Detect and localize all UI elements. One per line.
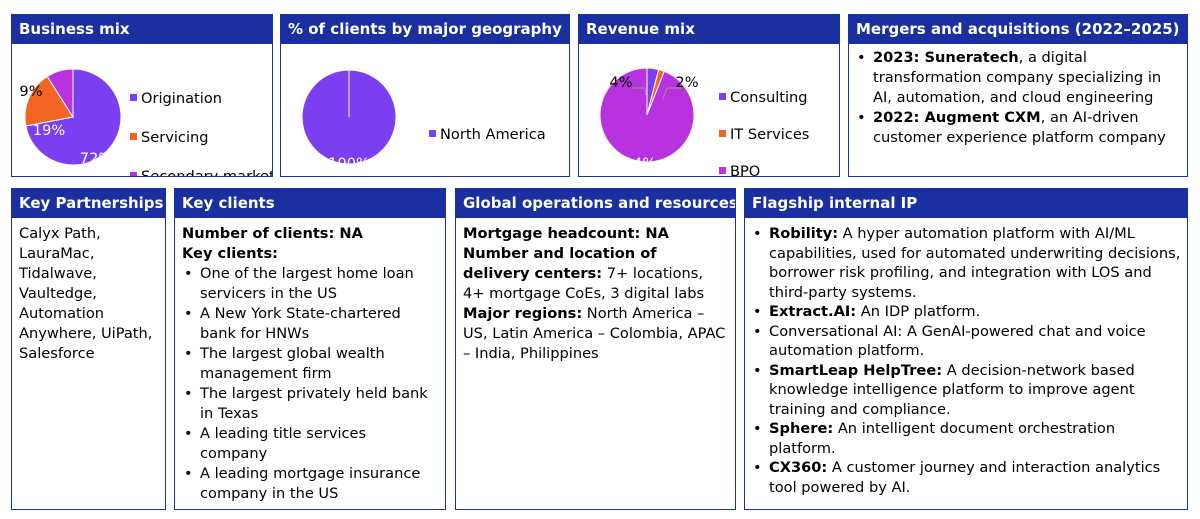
pie-slice-secondary-market xyxy=(46,68,74,119)
legend-item: IT Services xyxy=(719,126,809,143)
legend-swatch xyxy=(719,166,726,174)
panel-title: % of clients by major geography xyxy=(281,15,569,44)
panel-title: Flagship internal IP xyxy=(745,189,1187,218)
legend-label: BPO xyxy=(730,163,761,177)
legend-item: BPO xyxy=(719,163,761,177)
leader-line xyxy=(633,87,647,96)
legend-swatch xyxy=(429,129,436,137)
legend-item: Servicing xyxy=(130,129,209,146)
panel-title: Key clients xyxy=(175,189,445,218)
panel-title: Global operations and resources xyxy=(456,189,735,218)
list-item: Robility: A hyper automation platform wi… xyxy=(751,224,1181,302)
partnerships-text: Calyx Path, LauraMac, Tidalwave, Vaulted… xyxy=(19,225,153,362)
list-item: One of the largest home loan servicers i… xyxy=(182,264,438,304)
list-item: Conversational AI: A GenAI-powered chat … xyxy=(751,322,1181,361)
geography-panel: % of clients by major geography 100% Nort… xyxy=(280,14,570,177)
pie-chart: 72% 19% 9% xyxy=(19,68,122,167)
data-label: 2% xyxy=(675,74,698,91)
legend-item: Origination xyxy=(130,90,222,107)
data-label: 4% xyxy=(609,74,632,91)
list-item: CX360: A customer journey and interactio… xyxy=(751,458,1181,497)
legend-item: Secondary market xyxy=(130,168,273,177)
data-label: 9% xyxy=(19,83,42,100)
pie-slice-servicing xyxy=(24,75,74,127)
pie-slice-bpo xyxy=(599,67,695,163)
delivery-centers: Number and location of delivery centers:… xyxy=(463,245,705,302)
legend-swatch xyxy=(719,92,726,100)
list-item: A leading mortgage insurance company in … xyxy=(182,464,438,504)
legend-swatch xyxy=(130,171,137,176)
legend-label: Origination xyxy=(141,90,223,107)
legend-swatch xyxy=(130,93,137,101)
partnerships-panel: Key Partnerships Calyx Path, LauraMac, T… xyxy=(11,188,166,510)
flagship-ip-panel: Flagship internal IP Robility: A hyper a… xyxy=(744,188,1188,510)
list-item: The largest global wealth management fir… xyxy=(182,344,438,384)
legend-label: Servicing xyxy=(141,129,209,146)
panel-title: Revenue mix xyxy=(579,15,839,44)
ip-list: Robility: A hyper automation platform wi… xyxy=(751,224,1181,497)
panel-title: Business mix xyxy=(12,15,272,44)
operations-panel: Global operations and resources Mortgage… xyxy=(455,188,736,510)
business-mix-panel: Business mix 72% 19% 9% Origination Servicin… xyxy=(11,14,273,177)
ma-list: 2023: Suneratech, a digital transformati… xyxy=(855,48,1181,148)
list-item: Sphere: An intelligent document orchestr… xyxy=(751,419,1181,458)
data-label: 19% xyxy=(33,122,66,139)
panel-title: Mergers and acquisitions (2022–2025) xyxy=(849,15,1187,44)
pie-chart: 100% xyxy=(301,69,397,172)
headcount: Mortgage headcount: NA xyxy=(463,225,669,242)
legend-item: Consulting xyxy=(719,89,808,106)
business-mix-chart: 72% 19% 9% Origination Servicing Secondary ma… xyxy=(12,44,272,176)
panel-title: Key Partnerships xyxy=(12,189,165,218)
legend-item: North America xyxy=(429,126,546,143)
legend-label: IT Services xyxy=(730,126,810,143)
major-regions: Major regions: North America – US, Latin… xyxy=(463,305,726,362)
revenue-mix-chart: 4% 2% 94% Consulting IT Services BPO xyxy=(579,44,839,176)
list-item: The largest privately held bank in Texas xyxy=(182,384,438,424)
list-item: A leading title services company xyxy=(182,424,438,464)
list-item: 2022: Augment CXM, an AI-driven customer… xyxy=(855,108,1181,148)
legend-label: Consulting xyxy=(730,89,808,106)
pie-chart: 4% 2% 94% xyxy=(599,67,699,172)
list-item: Extract.AI: An IDP platform. xyxy=(751,302,1181,322)
ma-panel: Mergers and acquisitions (2022–2025) 202… xyxy=(848,14,1188,177)
list-item: 2023: Suneratech, a digital transformati… xyxy=(855,48,1181,108)
key-clients-subhead: Key clients: xyxy=(182,245,278,262)
data-label: 72% xyxy=(80,150,113,167)
data-label: 94% xyxy=(624,155,657,172)
client-count: Number of clients: NA xyxy=(182,225,363,242)
revenue-mix-panel: Revenue mix 4% 2% 94% Consulting IT Services… xyxy=(578,14,840,177)
legend-label: Secondary market xyxy=(141,168,273,177)
geography-chart: 100% North America xyxy=(281,44,569,176)
legend-label: North America xyxy=(440,126,546,143)
clients-list: One of the largest home loan servicers i… xyxy=(182,264,438,504)
list-item: A New York State-chartered bank for HNWs xyxy=(182,304,438,344)
key-clients-panel: Key clients Number of clients: NA Key cl… xyxy=(174,188,446,510)
data-label: 100% xyxy=(328,155,370,172)
legend-swatch xyxy=(719,129,726,137)
leader-line xyxy=(662,87,682,100)
list-item: SmartLeap HelpTree: A decision-network b… xyxy=(751,361,1181,420)
legend-swatch xyxy=(130,132,137,140)
